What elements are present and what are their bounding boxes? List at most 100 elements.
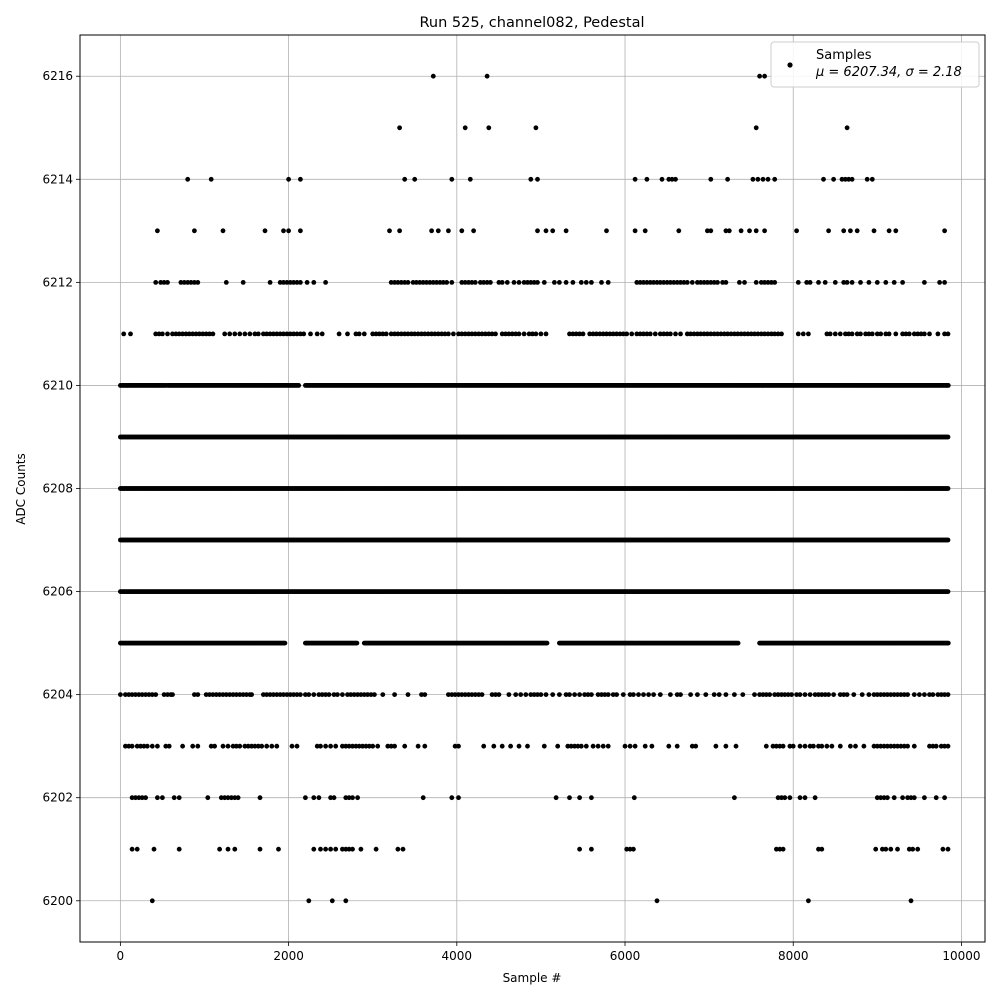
data-point	[452, 692, 458, 697]
data-point	[203, 692, 209, 697]
data-point	[365, 692, 370, 697]
data-point	[284, 692, 290, 697]
data-point	[631, 692, 636, 697]
data-point	[945, 486, 951, 491]
data-point	[146, 692, 152, 697]
data-point	[213, 692, 219, 697]
data-point	[319, 692, 325, 697]
data-point	[479, 692, 485, 697]
data-point	[523, 692, 529, 697]
data-point	[271, 692, 276, 697]
data-point	[641, 692, 646, 697]
data-point	[674, 692, 680, 697]
data-point	[657, 692, 663, 697]
data-point	[735, 640, 741, 646]
data-point	[348, 692, 354, 697]
data-point	[469, 692, 475, 697]
data-point	[316, 692, 322, 697]
data-point	[472, 692, 478, 697]
data-point	[599, 692, 604, 697]
data-point	[139, 692, 145, 697]
data-point	[462, 692, 468, 697]
data-point	[261, 692, 266, 697]
data-point	[422, 692, 428, 697]
data-point	[572, 692, 577, 697]
data-point	[217, 692, 223, 697]
data-point	[372, 692, 377, 697]
data-point	[153, 692, 159, 697]
data-point	[323, 692, 328, 697]
data-point	[563, 692, 569, 697]
data-point	[945, 537, 951, 543]
data-point	[311, 692, 317, 697]
data-point	[326, 692, 332, 697]
data-point	[287, 692, 293, 697]
data-point	[518, 692, 524, 697]
data-point	[493, 692, 498, 697]
data-point	[161, 692, 167, 697]
data-point	[589, 692, 594, 697]
data-point	[210, 692, 216, 697]
data-point	[126, 692, 132, 697]
data-point	[544, 640, 550, 646]
data-point	[557, 692, 562, 697]
data-point	[945, 589, 951, 594]
data-point	[274, 692, 280, 697]
data-point	[535, 692, 540, 697]
data-point	[237, 692, 243, 697]
data-point	[476, 692, 482, 697]
data-point	[294, 692, 300, 697]
data-point	[165, 692, 170, 697]
data-point	[291, 692, 296, 697]
data-point	[945, 383, 951, 388]
data-point	[577, 692, 582, 697]
data-point	[636, 692, 641, 697]
data-point	[567, 692, 572, 697]
data-points	[118, 73, 951, 904]
data-point	[230, 692, 236, 697]
data-point	[945, 434, 951, 440]
data-point	[605, 692, 611, 697]
data-point	[513, 692, 519, 697]
data-point	[368, 692, 374, 697]
data-point	[331, 692, 337, 697]
data-point	[240, 692, 246, 697]
data-point	[945, 640, 951, 646]
data-point	[380, 692, 386, 697]
data-point	[355, 692, 360, 697]
data-point	[449, 692, 455, 697]
data-point	[506, 692, 512, 697]
data-point	[170, 692, 175, 697]
data-point	[538, 692, 544, 697]
data-point	[459, 692, 465, 697]
data-point	[602, 692, 608, 697]
data-point	[133, 692, 138, 697]
data-point	[223, 692, 229, 697]
data-point	[354, 640, 360, 646]
data-point	[306, 692, 312, 697]
data-point	[298, 692, 303, 697]
data-point	[277, 692, 283, 697]
data-point	[335, 692, 340, 697]
data-point	[192, 692, 197, 697]
data-point	[345, 692, 350, 697]
data-point	[456, 692, 461, 697]
data-point	[129, 692, 135, 697]
data-point	[351, 692, 357, 697]
data-point	[646, 692, 651, 697]
data-point	[358, 692, 364, 697]
data-point	[244, 692, 249, 697]
data-point	[267, 692, 273, 697]
data-point	[668, 692, 673, 697]
data-point	[227, 692, 233, 697]
data-point	[303, 692, 308, 697]
data-point	[595, 692, 601, 697]
data-point	[249, 692, 255, 697]
data-point	[627, 692, 633, 697]
data-point	[123, 692, 128, 697]
data-point	[614, 692, 619, 697]
data-point	[688, 692, 693, 697]
data-point	[281, 692, 286, 697]
data-point	[296, 383, 302, 388]
